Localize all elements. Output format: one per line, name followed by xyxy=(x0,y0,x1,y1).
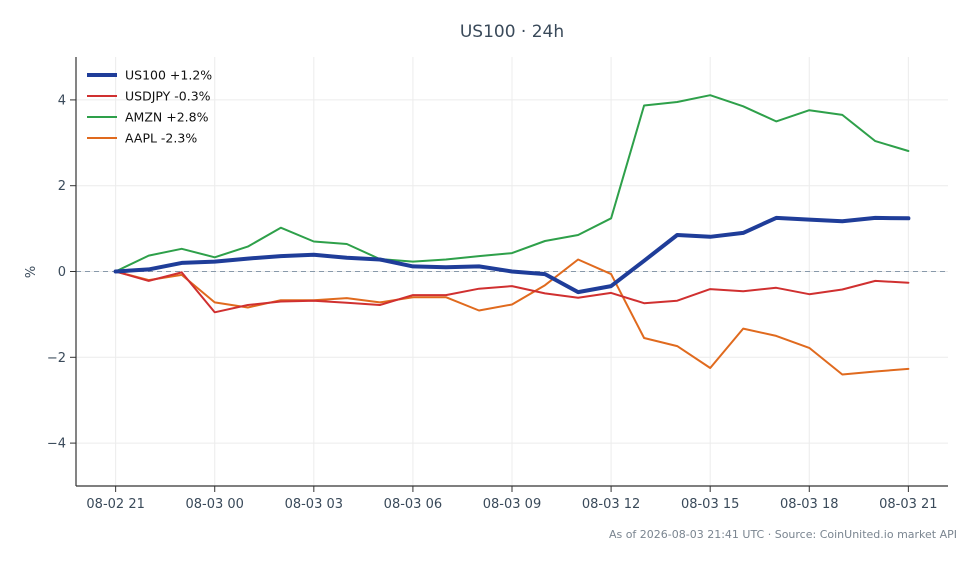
legend: US100 +1.2% USDJPY -0.3% AMZN +2.8% AAPL -2… xyxy=(87,68,212,146)
x-tick-label: 08-03 03 xyxy=(285,497,343,512)
y-tick-label: 2 xyxy=(58,179,66,194)
x-tick-label: 08-03 00 xyxy=(186,497,244,512)
x-tick-label: 08-03 18 xyxy=(780,497,838,512)
legend-label-aapl: AAPL -2.3% xyxy=(125,131,197,146)
y-tick-label: 0 xyxy=(58,265,66,280)
chart-title: US100 · 24h xyxy=(460,22,564,42)
y-axis-label: % xyxy=(24,266,39,278)
y-ticks: −4 −2 0 2 4 xyxy=(47,93,76,452)
x-tick-label: 08-03 06 xyxy=(384,497,442,512)
legend-label-amzn: AMZN +2.8% xyxy=(125,110,209,125)
y-tick-label: −2 xyxy=(47,351,66,366)
y-tick-label: 4 xyxy=(58,93,66,108)
x-tick-label: 08-03 21 xyxy=(879,497,937,512)
y-tick-label: −4 xyxy=(47,437,66,452)
series-line-us100 xyxy=(113,215,911,295)
series-layer xyxy=(113,94,911,376)
series-line-aapl xyxy=(114,258,910,376)
footer-source: As of 2026-08-03 21:41 UTC · Source: Coi… xyxy=(609,528,957,541)
x-tick-label: 08-02 21 xyxy=(86,497,144,512)
series-line-amzn xyxy=(114,94,910,273)
series-line-usdjpy xyxy=(114,270,910,314)
legend-label-usdjpy: USDJPY -0.3% xyxy=(125,89,211,104)
x-tick-label: 08-03 09 xyxy=(483,497,541,512)
legend-label-us100: US100 +1.2% xyxy=(125,68,212,83)
x-tick-label: 08-03 15 xyxy=(681,497,739,512)
x-tick-label: 08-03 12 xyxy=(582,497,640,512)
x-ticks: 08-02 21 08-03 00 08-03 03 08-03 06 08-03 09… xyxy=(86,486,938,512)
